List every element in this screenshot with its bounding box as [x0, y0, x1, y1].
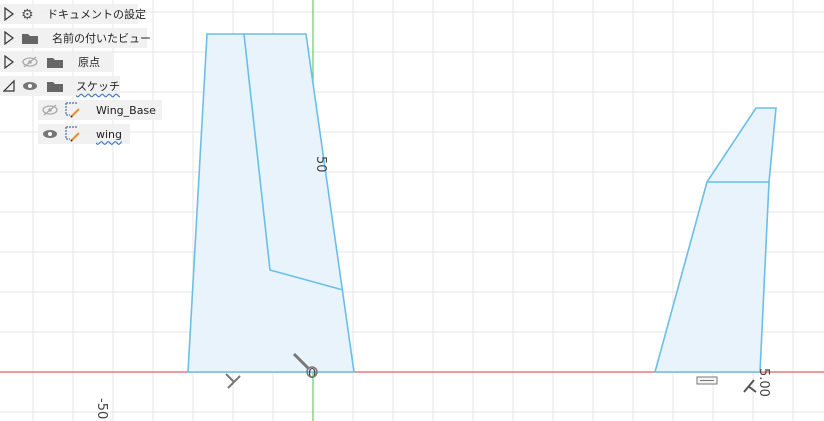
- browser-item-label: 名前の付いたビュー: [52, 32, 151, 45]
- sketch-item-label: Wing_Base: [96, 103, 156, 117]
- sketch-item-wing[interactable]: wing: [38, 124, 130, 144]
- folder-icon: [46, 55, 64, 69]
- browser-item-label: 原点: [78, 56, 100, 69]
- eye-hidden-icon[interactable]: [21, 55, 39, 69]
- expand-triangle-icon[interactable]: [3, 6, 15, 22]
- sketch-profile-wing-left[interactable]: [187, 33, 355, 373]
- browser-item-document-settings[interactable]: ⚙ ドキュメントの設定: [0, 4, 146, 24]
- collapse-triangle-icon[interactable]: [3, 78, 15, 94]
- browser-item-label: ドキュメントの設定: [47, 8, 146, 21]
- eye-icon[interactable]: [41, 127, 59, 141]
- sketch-icon: [64, 125, 82, 143]
- coincident-constraint-icon[interactable]: [292, 352, 318, 378]
- horizontal-constraint-icon[interactable]: [696, 376, 718, 385]
- dimension-label-50[interactable]: 50: [313, 156, 328, 173]
- folder-icon: [21, 31, 39, 45]
- eye-icon[interactable]: [21, 79, 39, 93]
- dimension-label-0[interactable]: 0: [308, 367, 316, 382]
- dimension-label-minus-50[interactable]: -50: [94, 398, 109, 419]
- folder-icon: [46, 79, 64, 93]
- perpendicular-constraint-icon[interactable]: [225, 373, 241, 389]
- browser-item-named-views[interactable]: 名前の付いたビュー: [0, 28, 151, 48]
- browser-item-label: スケッチ: [76, 80, 120, 93]
- sketch-profile-wing-right[interactable]: [653, 107, 777, 373]
- fix-constraint-icon[interactable]: [743, 379, 757, 393]
- expand-triangle-icon[interactable]: [3, 54, 15, 70]
- browser-item-sketches[interactable]: スケッチ: [0, 76, 120, 96]
- eye-hidden-icon[interactable]: [41, 103, 59, 117]
- gear-icon: ⚙: [21, 7, 34, 23]
- dimension-label-5[interactable]: 5.00: [756, 368, 771, 397]
- browser-item-origin[interactable]: 原点: [0, 52, 112, 72]
- sketch-item-label: wing: [96, 127, 123, 141]
- sketch-item-wing-base[interactable]: Wing_Base: [38, 100, 162, 120]
- expand-triangle-icon[interactable]: [3, 30, 15, 46]
- sketch-icon: [64, 101, 82, 119]
